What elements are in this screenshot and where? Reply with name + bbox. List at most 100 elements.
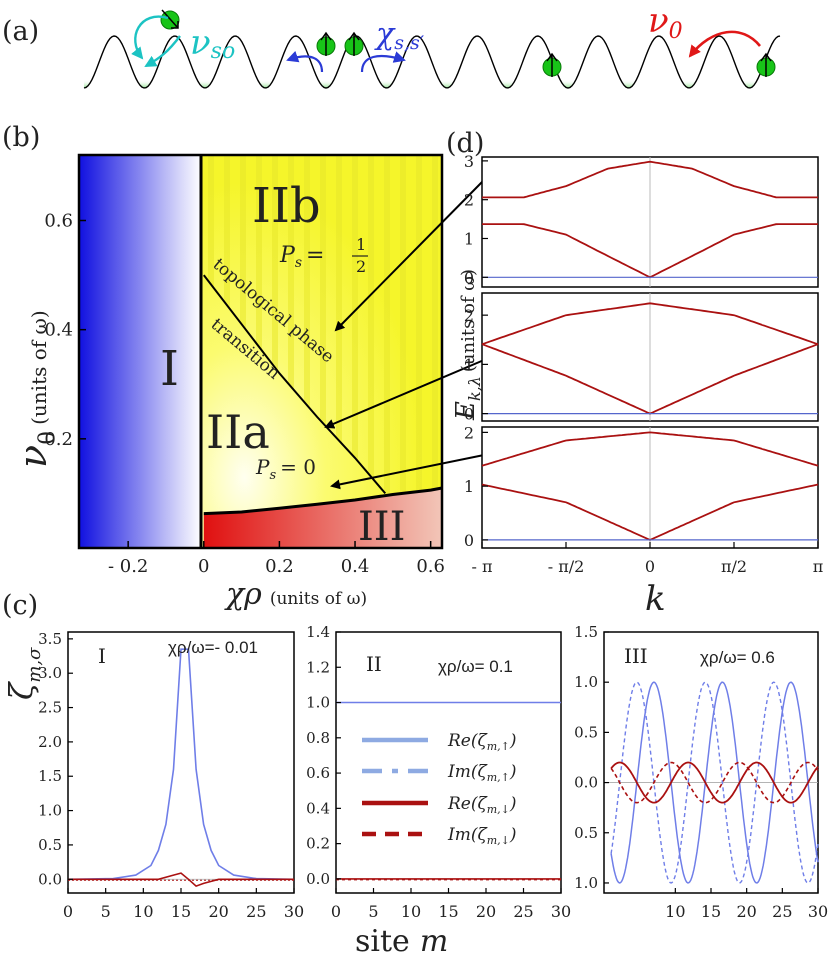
region-III-fill (203, 488, 442, 548)
c-label-I: I (98, 644, 106, 668)
x-tick-label: 30 (808, 902, 828, 921)
arrow-transition-to-d-mid (324, 359, 485, 429)
y-tick-label: 0.0 (38, 870, 62, 888)
arrow-IIa-to-d-bottom (330, 454, 485, 490)
x-tick-label: 0 (331, 902, 341, 921)
nu0-label: ν0 (648, 1, 683, 44)
x-tick-label: 30 (551, 902, 571, 921)
y-tick-label: 0.4 (306, 799, 330, 817)
y-tick-label: 0.4 (44, 320, 73, 341)
ps-half-label: Ps = (279, 243, 324, 271)
x-tick-label: π/2 (721, 557, 747, 576)
chi-arrow-left (286, 50, 324, 73)
c-annotation-II: χρ/ω= 0.1 (438, 657, 513, 676)
nu0-arrow (688, 30, 762, 58)
atom (160, 9, 180, 30)
y-tick-label: 1.0 (306, 694, 330, 712)
x-tick-label: 25 (513, 902, 533, 921)
y-tick-label: 0.8 (306, 729, 330, 747)
x-tick-label: 10 (133, 902, 153, 921)
x-tick-label: 20 (736, 902, 756, 921)
series-im-up (610, 681, 819, 884)
spin-arrow-icon (348, 31, 360, 56)
arrow-IIb-to-d-top (334, 180, 484, 332)
d-ylabel: Ek,λ(units of ω) (451, 269, 484, 421)
y-tick-label: 1.4 (306, 623, 330, 641)
y-tick-label: 1.5 (574, 623, 598, 641)
y-tick-label: 1 (464, 229, 474, 248)
region-I-label: I (160, 341, 179, 397)
region-IIa-label: IIa (206, 405, 270, 459)
wavefunction-subplot: 0.0 0.5 1.0 1.5 2.0 2.5 3.0 3.5 0 5 10 15 20 25 30 (38, 630, 304, 921)
x-tick-label: 25 (772, 902, 792, 921)
x-tick-label: 5 (368, 902, 378, 921)
y-tick-label: 2 (464, 191, 474, 210)
x-tick-label: 0.4 (341, 556, 370, 577)
x-tick-label: 0 (63, 902, 73, 921)
panel-label-b: (b) (2, 122, 40, 153)
c-label-II: II (366, 652, 382, 676)
y-tick-label: 1.0 (38, 802, 62, 820)
ps-zero-label: Ps = 0 (255, 455, 316, 483)
series-re-down (610, 761, 819, 804)
phase-diagram-ticks: - 0.2 0 0.2 0.4 0.6 0.2 0.4 0.6 (44, 211, 445, 578)
panel-a-atoms (160, 9, 776, 77)
y-tick-label: 0.5 (574, 723, 598, 741)
legend-label-re-up: Re(ζm,↑) (447, 731, 517, 753)
subplot-frame (603, 631, 819, 894)
band-subplot: 0 1 2 (464, 292, 819, 424)
y-tick-label: 1.0 (574, 673, 598, 691)
x-tick-label: 20 (476, 902, 496, 921)
spin-arrow-icon (546, 52, 558, 77)
nu-so-label: νso (190, 23, 235, 64)
x-tick-label: 15 (438, 902, 458, 921)
x-tick-label: 10 (401, 902, 421, 921)
legend-label-im-down: Im(ζm,↓) (447, 825, 516, 847)
y-tick-label: 0.2 (44, 429, 73, 450)
atom (344, 31, 364, 56)
panel-a-lattice (83, 35, 781, 89)
x-tick-label: - 0.2 (108, 556, 148, 577)
band-subplot: 0 1 2 - π - π/2 0 π/2 π (464, 423, 823, 576)
y-tick-label: 2.0 (38, 733, 62, 751)
x-tick-label: - π (471, 557, 492, 576)
y-tick-label: 0.6 (306, 764, 330, 782)
b-ylabel: ν0(units of ω) (11, 310, 60, 468)
x-tick-label: 0 (645, 557, 655, 576)
subplot-frame (335, 631, 562, 894)
legend-label-im-up: Im(ζm,↑) (447, 762, 516, 784)
phase-diagram: - 0.2 0 0.2 0.4 0.6 0.2 0.4 0.6 I IIb IIa III P… (11, 153, 485, 612)
phase-diagram-frame (77, 153, 444, 550)
y-tick-label: 2 (464, 423, 474, 442)
y-tick-label: 0 (464, 531, 474, 550)
wavefunction-subplot: 0.0 0.2 0.4 0.6 0.8 1.0 1.2 1.4 0 5 10 15 20 25 30 (306, 623, 571, 921)
c-annotation-III: χρ/ω= 0.6 (700, 648, 775, 667)
nu-so-arrow-lower (144, 35, 181, 68)
y-tick-label: 3 (464, 152, 474, 171)
d-xlabel: k (645, 579, 666, 619)
y-tick-label: 1 (464, 477, 474, 496)
band-upper (481, 302, 819, 346)
x-tick-label: 0.2 (265, 556, 294, 577)
y-tick-label: 0.6 (44, 211, 73, 232)
y-tick-label: 1.5 (38, 767, 62, 785)
y-tick-label: 0.2 (306, 835, 330, 853)
y-tick-label: 1 (464, 355, 474, 374)
subplot-frame (67, 631, 295, 894)
y-tick-label: 2.5 (38, 699, 62, 717)
x-tick-label: π (813, 557, 824, 576)
x-tick-label: 0.6 (416, 556, 445, 577)
y-tick-label: 0 (464, 405, 474, 424)
band-upper (481, 431, 819, 467)
x-tick-label: - π/2 (548, 557, 585, 576)
x-tick-label: 15 (171, 902, 191, 921)
band-upper (482, 160, 818, 199)
y-tick-label: 3.5 (38, 630, 62, 648)
region-IIb-label: IIb (252, 178, 321, 234)
y-tick-label: 0.0 (306, 870, 330, 888)
lattice-potential-curve (83, 35, 781, 89)
y-tick-label: 3.0 (38, 664, 62, 682)
wavefunction-panels: 0.00.51.01.52.02.53.03.50 5 10 15 20 25 300.00… (38, 623, 828, 921)
band-subplot: 0 1 2 3 (464, 152, 819, 288)
